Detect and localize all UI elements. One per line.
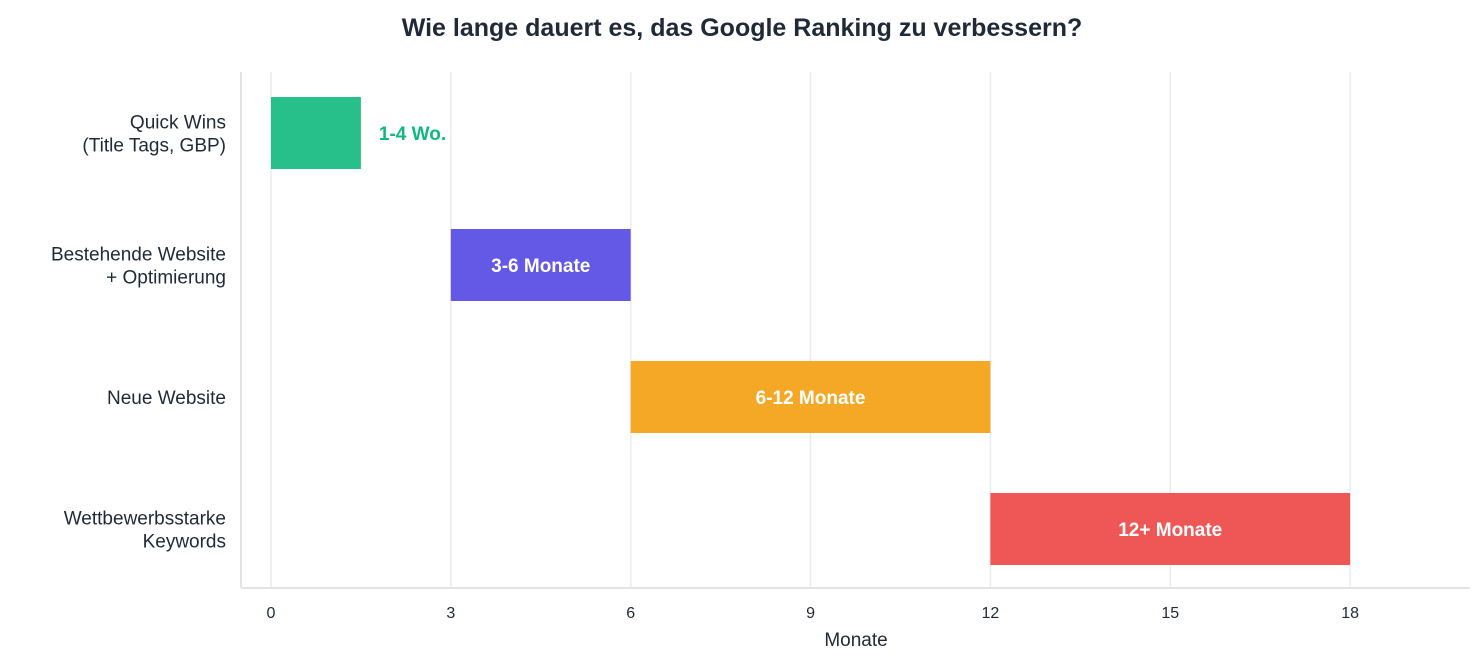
x-tick-label: 6	[626, 605, 635, 622]
bar-data-label: 3-6 Monate	[491, 256, 590, 277]
category-label-line: + Optimierung	[106, 268, 226, 289]
gridlines	[270, 72, 1351, 588]
category-label-line: Bestehende Website	[51, 245, 226, 266]
chart-title: Wie lange dauert es, das Google Ranking …	[402, 14, 1083, 42]
bar-data-label: 6-12 Monate	[756, 388, 866, 409]
bar-data-label: 12+ Monate	[1118, 520, 1222, 541]
bar	[990, 493, 1351, 565]
category-label: Wettbewerbsstarke Keywords	[64, 509, 226, 553]
x-tick-label: 9	[806, 605, 815, 622]
x-tick-label: 15	[1161, 605, 1179, 622]
bar	[450, 229, 631, 301]
category-label-line: Wettbewerbsstarke	[64, 509, 226, 530]
category-label: Quick Wins (Title Tags, GBP)	[82, 113, 226, 157]
x-tick-label: 3	[446, 605, 455, 622]
category-label: Neue Website	[107, 388, 226, 409]
x-tick-label: 18	[1341, 605, 1359, 622]
x-tick-label: 0	[267, 605, 276, 622]
category-labels: Quick Wins (Title Tags, GBP) Bestehende We…	[51, 113, 226, 553]
bar	[270, 97, 361, 169]
axes-spines	[240, 72, 1470, 589]
x-tick-label: 12	[981, 605, 999, 622]
category-label: Bestehende Website + Optimierung	[51, 245, 226, 289]
category-label-line: (Title Tags, GBP)	[82, 136, 226, 157]
x-tick-labels: 0 3 6 9 12 15 18	[267, 605, 1360, 622]
bars: 1-4 Wo. 3-6 Monate 6-12 Monate 12+ Monate	[270, 97, 1351, 565]
bar	[630, 361, 991, 433]
category-label-line: Keywords	[143, 532, 226, 553]
category-label-line: Quick Wins	[130, 113, 226, 134]
x-axis-label: Monate	[824, 630, 887, 651]
category-label-line: Neue Website	[107, 388, 226, 409]
bar-data-label: 1-4 Wo.	[379, 124, 446, 145]
